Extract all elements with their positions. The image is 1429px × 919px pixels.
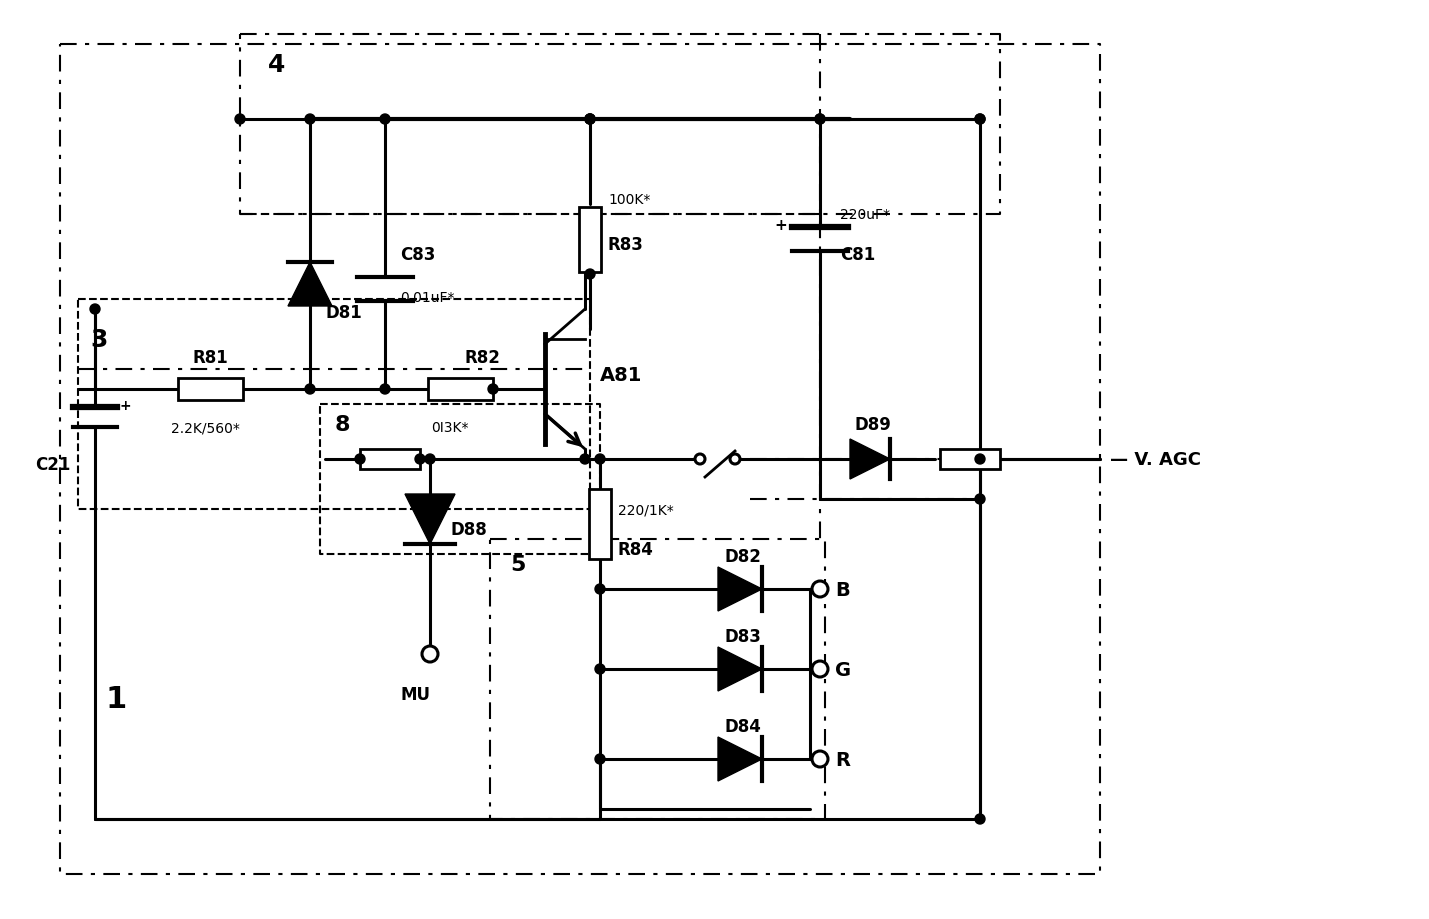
Text: 100K*: 100K* — [607, 193, 650, 207]
Circle shape — [584, 269, 594, 279]
Text: D83: D83 — [725, 628, 762, 645]
Circle shape — [815, 115, 825, 125]
Text: 5: 5 — [510, 554, 526, 574]
Text: C83: C83 — [400, 245, 436, 264]
Circle shape — [584, 115, 594, 125]
Circle shape — [594, 455, 604, 464]
Bar — [427, 379, 493, 401]
Circle shape — [380, 115, 390, 125]
Bar — [177, 379, 243, 401]
Circle shape — [594, 754, 604, 765]
Circle shape — [594, 584, 604, 595]
Text: 0I3K*: 0I3K* — [432, 421, 469, 435]
Text: G: G — [835, 660, 852, 679]
Circle shape — [380, 384, 390, 394]
Text: R: R — [835, 750, 850, 768]
Text: A81: A81 — [600, 365, 643, 384]
Circle shape — [584, 115, 594, 125]
Circle shape — [975, 494, 985, 505]
Text: 220uF*: 220uF* — [840, 208, 890, 221]
Circle shape — [422, 646, 439, 663]
Circle shape — [234, 115, 244, 125]
Text: MU: MU — [400, 686, 430, 703]
Bar — [360, 449, 420, 470]
Circle shape — [90, 305, 100, 314]
Circle shape — [594, 664, 604, 675]
Text: D81: D81 — [324, 303, 362, 322]
Text: B: B — [835, 580, 850, 599]
Polygon shape — [717, 647, 762, 691]
Circle shape — [354, 455, 364, 464]
Text: 8: 8 — [334, 414, 350, 435]
Polygon shape — [717, 567, 762, 611]
Text: C81: C81 — [840, 245, 875, 264]
Text: R81: R81 — [191, 348, 227, 367]
Text: D82: D82 — [725, 548, 762, 565]
Bar — [589, 490, 612, 560]
Circle shape — [975, 455, 985, 464]
Circle shape — [812, 751, 827, 767]
Polygon shape — [850, 439, 890, 480]
Circle shape — [812, 582, 827, 597]
Circle shape — [694, 455, 704, 464]
Text: 2.2K/560*: 2.2K/560* — [170, 421, 240, 435]
Circle shape — [487, 384, 497, 394]
Text: 4: 4 — [269, 53, 286, 77]
Circle shape — [304, 384, 314, 394]
Text: 0.01uF*: 0.01uF* — [400, 290, 454, 305]
Text: R83: R83 — [607, 236, 644, 254]
Text: D88: D88 — [450, 520, 487, 539]
Text: 220/1K*: 220/1K* — [617, 503, 673, 516]
Bar — [579, 208, 602, 272]
Text: D84: D84 — [725, 717, 762, 735]
Text: 3: 3 — [90, 328, 107, 352]
Text: +: + — [119, 399, 130, 413]
Text: D89: D89 — [855, 415, 892, 434]
Circle shape — [304, 115, 314, 125]
Polygon shape — [404, 494, 454, 544]
Circle shape — [975, 814, 985, 824]
Polygon shape — [717, 737, 762, 781]
Text: +: + — [775, 217, 787, 233]
Text: R84: R84 — [617, 540, 654, 559]
Circle shape — [730, 455, 740, 464]
Circle shape — [424, 455, 434, 464]
Circle shape — [975, 115, 985, 125]
Circle shape — [812, 662, 827, 677]
Polygon shape — [289, 263, 332, 307]
Text: R82: R82 — [464, 348, 502, 367]
Text: 1: 1 — [104, 685, 126, 714]
Text: C21: C21 — [36, 456, 70, 473]
Circle shape — [580, 455, 590, 464]
Circle shape — [975, 115, 985, 125]
Bar — [940, 449, 1000, 470]
Circle shape — [815, 115, 825, 125]
Text: — V. AGC: — V. AGC — [1110, 450, 1200, 469]
Circle shape — [414, 455, 424, 464]
Circle shape — [584, 115, 594, 125]
